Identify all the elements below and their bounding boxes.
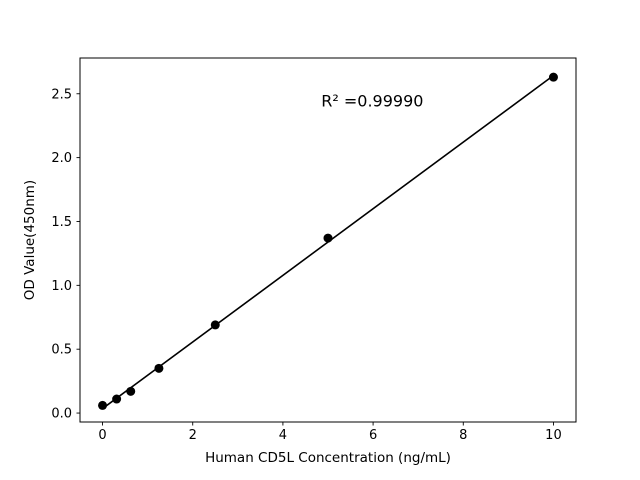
y-tick-label: 1.0 — [51, 279, 72, 294]
data-point — [548, 72, 558, 82]
y-tick-label: 1.5 — [51, 215, 72, 230]
plot-border — [79, 57, 577, 423]
r-squared-annotation: R² =0.99990 — [321, 92, 423, 111]
y-tick-label: 0.5 — [51, 343, 72, 358]
x-tick-label: 6 — [369, 428, 377, 443]
data-point — [154, 363, 164, 373]
x-tick-label: 2 — [189, 428, 197, 443]
data-point — [112, 394, 122, 404]
x-tick-label: 10 — [545, 428, 562, 443]
x-axis-label: Human CD5L Concentration (ng/mL) — [205, 450, 451, 466]
data-point — [210, 320, 220, 330]
x-tick-label: 8 — [459, 428, 467, 443]
y-axis-label: OD Value(450nm) — [22, 180, 38, 300]
y-tick-label: 2.5 — [51, 87, 72, 102]
data-point — [126, 386, 136, 396]
x-tick-label: 0 — [98, 428, 106, 443]
data-point — [98, 400, 108, 410]
data-point — [323, 233, 333, 243]
y-tick-label: 0.0 — [51, 407, 72, 422]
x-tick-label: 4 — [279, 428, 287, 443]
y-tick-label: 2.0 — [51, 151, 72, 166]
